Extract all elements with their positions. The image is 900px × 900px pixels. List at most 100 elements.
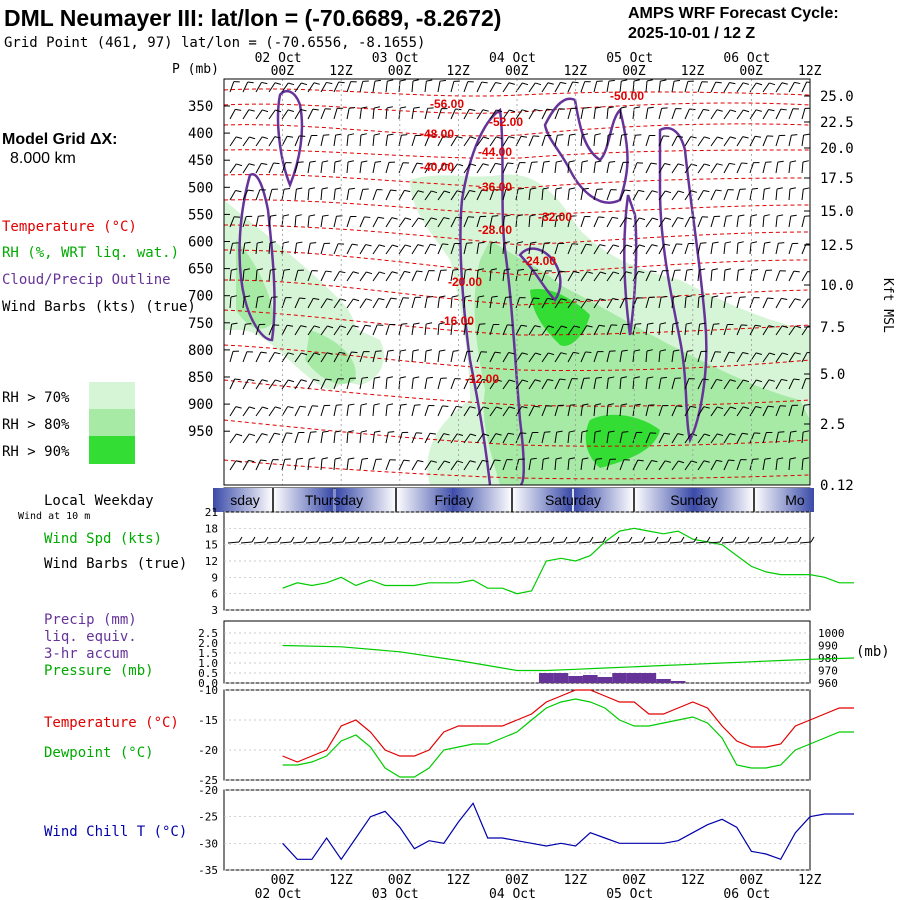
surface-wind-barb [487, 536, 503, 544]
temperature-panel: -25-20-15-10 [198, 684, 854, 787]
wind-barb-flag [664, 163, 671, 166]
wind-barb-flag [509, 379, 516, 383]
wind-barb-staff [307, 108, 314, 120]
surface-wind-barb [370, 536, 386, 544]
cloud-outline-group [238, 89, 708, 485]
wind-barb-staff [580, 189, 584, 201]
surface-wind-barb [682, 536, 698, 544]
wind-barb-flag [326, 352, 333, 355]
wind-barb-flag [521, 406, 528, 409]
wind-barb-staff [463, 136, 471, 147]
wind-barb [723, 81, 736, 93]
wind-barb [619, 376, 627, 390]
wind-barb-staff [567, 81, 574, 93]
wind-barb-flag [295, 214, 302, 217]
wind-barb-flag [742, 136, 749, 139]
wind-barb-staff [333, 216, 337, 228]
wind-barb-staff [320, 458, 323, 471]
wind-barb [502, 109, 516, 120]
wind-barb-staff [632, 190, 639, 201]
wind-barb-flag [585, 243, 592, 246]
wind-barb [697, 378, 709, 390]
wind-barb-flag [803, 133, 810, 136]
wind-barb-staff [762, 405, 769, 417]
surface-wind-barb-staff [617, 541, 630, 544]
wind-barb-staff [242, 216, 247, 228]
wind-barb-staff [788, 82, 795, 93]
wind-barb [697, 163, 711, 174]
wind-barb [437, 349, 446, 363]
wind-barb-staff [567, 352, 574, 363]
wind-barb [762, 187, 771, 201]
wind-barb-flag [378, 216, 385, 219]
wind-barb-staff [359, 298, 367, 309]
wind-barb-staff [333, 352, 340, 363]
top-axis-tick-label: 12Z [564, 64, 588, 79]
wind-barb [476, 268, 484, 282]
wind-barb-staff [359, 325, 366, 336]
wind-barb [645, 217, 659, 228]
wind-barb-staff [801, 352, 808, 363]
wind-barb-flag [547, 297, 554, 300]
wind-barb-flag [690, 136, 697, 139]
wind-barb [710, 81, 722, 93]
wind-barb-staff [541, 162, 545, 174]
wind-barb [294, 82, 308, 93]
wind-barb-staff [242, 297, 245, 309]
wind-barb [372, 430, 381, 444]
surface-wind-barb-flag [784, 536, 789, 543]
wind-barb-staff [515, 325, 522, 336]
wind-barb [294, 269, 304, 282]
wind-barb-flag [249, 433, 256, 437]
wind-barb-staff [476, 269, 479, 282]
surface-wind-barb-flag [446, 536, 451, 543]
wind-barb-staff [307, 135, 312, 147]
wind-barb-staff [385, 432, 389, 444]
wind-barb [645, 79, 653, 93]
wind-barb-flag [466, 242, 473, 244]
wind-barb-staff [476, 460, 483, 471]
wind-barb-flag [321, 457, 328, 460]
wind-barb [606, 271, 620, 282]
wind-barb [684, 322, 693, 336]
wind-barb-staff [268, 109, 276, 120]
wind-barb-flag [478, 241, 485, 244]
wind-barb-staff [580, 162, 583, 174]
wind-barb-staff [346, 298, 354, 309]
wind-barb [320, 457, 328, 471]
pressure-tick-label: 950 [188, 424, 213, 440]
wind-barb-staff [775, 405, 781, 417]
wind-barb-flag [249, 406, 256, 410]
wind-barb-staff [307, 352, 315, 363]
wind-barb-flag [548, 352, 555, 356]
wind-barb [255, 109, 269, 120]
wind-barb [606, 298, 619, 309]
top-axis-tick-label: 00Z [271, 64, 295, 79]
wind-barb-flag [470, 136, 477, 140]
wind-barb [580, 457, 589, 471]
wind-barb-staff [671, 405, 677, 417]
temperature-line [282, 689, 854, 763]
wind-barb-staff [567, 325, 575, 336]
height-tick-label: 10.0 [820, 278, 854, 294]
precip-bar [641, 673, 657, 683]
wind-barb [788, 214, 797, 228]
pressure-tick-label: 700 [188, 289, 213, 305]
wind-barb-staff [749, 297, 755, 309]
wind-barb [385, 271, 398, 282]
wind-barb-flag [456, 405, 463, 408]
wind-barb-staff [684, 297, 687, 309]
wind-barb-staff [463, 270, 466, 282]
wind-barb [476, 241, 485, 255]
wind-barb-flag [347, 430, 354, 433]
wind-barb-staff [294, 459, 298, 471]
wind-barb-flag [521, 324, 528, 327]
wind-barb [398, 162, 409, 174]
wind-barb [229, 136, 243, 147]
wind-barb [333, 243, 345, 255]
wind-barb-flag [741, 162, 748, 165]
wind-barb [437, 405, 449, 417]
wind-barb-flag [573, 351, 580, 354]
wind-barb-staff [528, 352, 536, 363]
wind-barb-staff [268, 379, 276, 390]
